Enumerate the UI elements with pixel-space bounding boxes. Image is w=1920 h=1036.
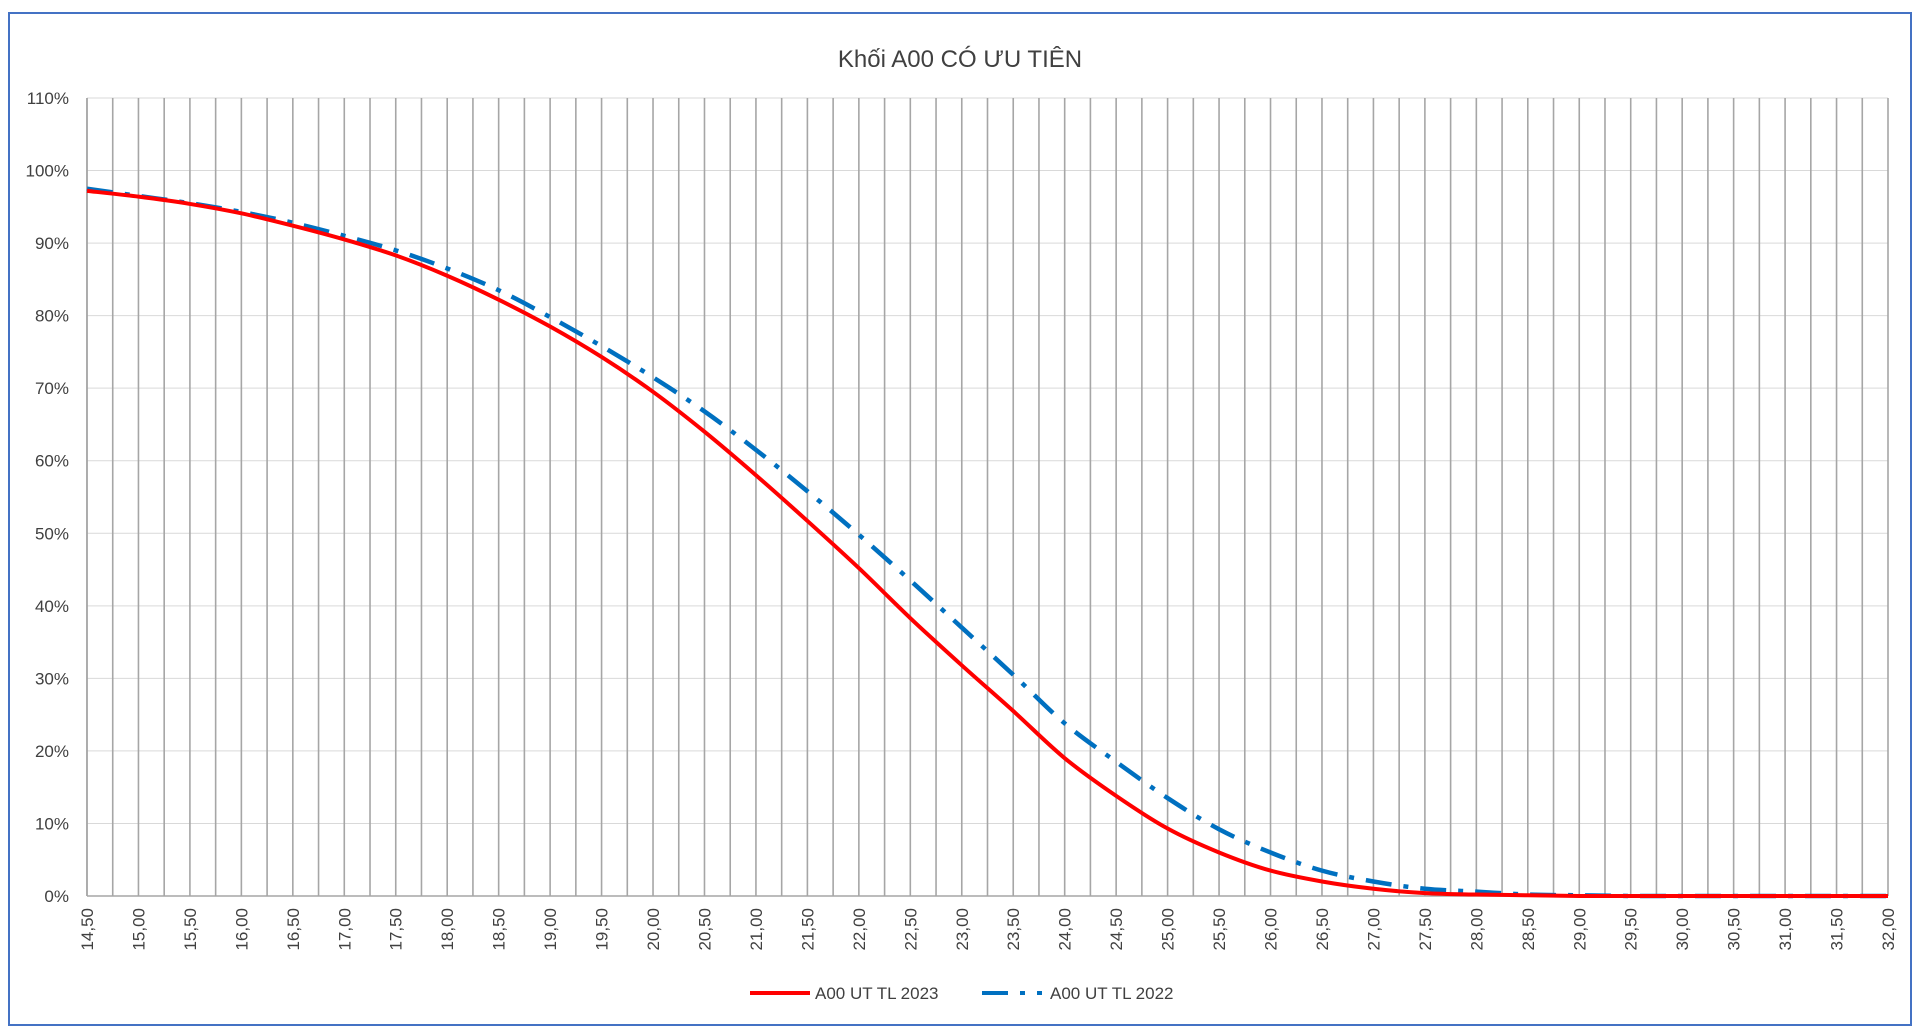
x-tick-label: 32,00	[1879, 908, 1898, 951]
x-tick-label: 17,00	[335, 908, 354, 951]
x-tick-label: 26,00	[1262, 908, 1281, 951]
chart-frame: Khối A00 CÓ ƯU TIÊN	[8, 12, 1912, 1026]
x-tick-label: 19,00	[541, 908, 560, 951]
y-tick-label: 20%	[35, 742, 69, 761]
y-tick-label: 0%	[44, 887, 69, 906]
y-tick-label: 60%	[35, 452, 69, 471]
y-tick-label: 40%	[35, 597, 69, 616]
x-tick-label: 16,50	[284, 908, 303, 951]
x-tick-label: 31,50	[1828, 908, 1847, 951]
y-tick-label: 50%	[35, 524, 69, 543]
x-tick-label: 28,50	[1519, 908, 1538, 951]
x-tick-label: 20,00	[644, 908, 663, 951]
x-tick-label: 30,50	[1725, 908, 1744, 951]
x-tick-label: 18,50	[490, 908, 509, 951]
x-tick-label: 26,50	[1313, 908, 1332, 951]
y-tick-label: 70%	[35, 379, 69, 398]
x-tick-label: 30,00	[1673, 908, 1692, 951]
x-tick-label: 27,00	[1364, 908, 1383, 951]
y-tick-label: 80%	[35, 307, 69, 326]
x-tick-label: 29,50	[1622, 908, 1641, 951]
x-tick-label: 15,00	[129, 908, 148, 951]
series-line-2022	[86, 186, 1888, 899]
x-tick-label: 23,00	[953, 908, 972, 951]
x-tick-label: 18,00	[438, 908, 457, 951]
x-tick-label: 25,50	[1210, 908, 1229, 951]
legend-label-2023: A00 UT TL 2023	[815, 984, 939, 1003]
x-tick-label: 24,50	[1107, 908, 1126, 951]
x-tick-label: 25,00	[1159, 908, 1178, 951]
x-tick-label: 22,50	[901, 908, 920, 951]
x-tick-label: 21,50	[798, 908, 817, 951]
x-tick-label: 15,50	[181, 908, 200, 951]
x-tick-label: 23,50	[1004, 908, 1023, 951]
x-tick-label: 17,50	[387, 908, 406, 951]
y-tick-label: 110%	[27, 89, 69, 108]
x-tick-label: 20,50	[695, 908, 714, 951]
x-tick-label: 24,00	[1056, 908, 1075, 951]
y-tick-label: 100%	[26, 162, 69, 181]
y-tick-label: 10%	[35, 814, 69, 833]
y-tick-label: 90%	[35, 234, 69, 253]
x-tick-label: 27,50	[1416, 908, 1435, 951]
x-tick-label: 14,50	[78, 908, 97, 951]
x-tick-label: 29,00	[1570, 908, 1589, 951]
x-tick-label: 19,50	[593, 908, 612, 951]
x-tick-label: 16,00	[232, 908, 251, 951]
x-tick-label: 21,00	[747, 908, 766, 951]
legend-label-2022: A00 UT TL 2022	[1050, 984, 1174, 1003]
series-line-2023	[86, 188, 1888, 899]
y-tick-label: 30%	[35, 669, 69, 688]
x-tick-label: 28,00	[1467, 908, 1486, 951]
chart-title: Khối A00 CÓ ƯU TIÊN	[837, 46, 1083, 73]
x-tick-label: 22,00	[850, 908, 869, 951]
x-tick-label: 31,00	[1776, 908, 1795, 951]
